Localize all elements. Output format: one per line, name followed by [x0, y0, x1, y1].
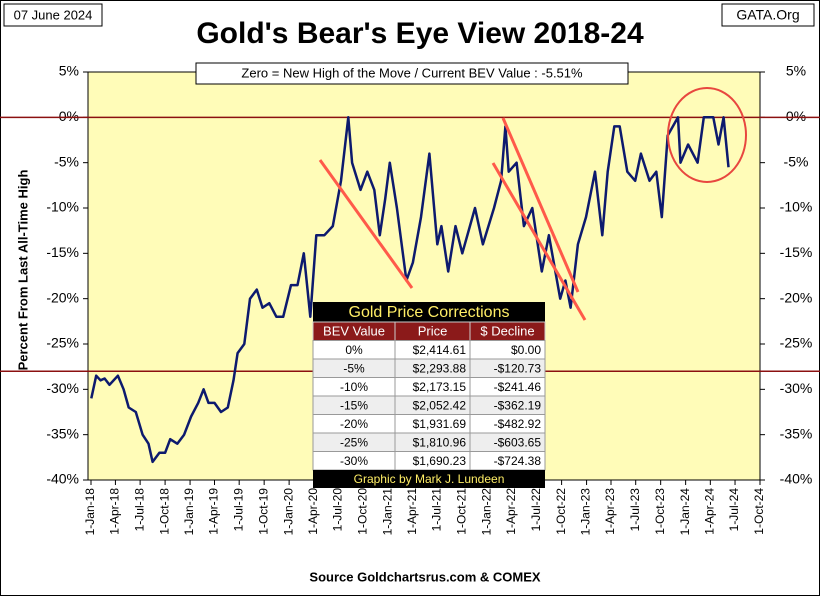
- date-note: 07 June 2024: [14, 7, 93, 22]
- x-tick-label: 1-Oct-20: [356, 488, 370, 535]
- table-title: Gold Price Corrections: [349, 304, 510, 321]
- table-footer: Graphic by Mark J. Lundeen: [354, 472, 505, 486]
- highlight-circle: [667, 87, 747, 183]
- source-note: GATA.Org: [736, 7, 799, 23]
- x-tick-label: 1-Jan-23: [579, 488, 593, 536]
- x-tick-label: 1-Jul-23: [628, 488, 642, 532]
- trend-line: [491, 162, 587, 321]
- y-tick-label-right: 5%: [786, 63, 806, 79]
- y-tick-label: -40%: [46, 471, 79, 487]
- chart-title: Gold's Bear's Eye View 2018-24: [196, 17, 644, 50]
- y-tick-label-right: -25%: [780, 335, 813, 351]
- table-cell-text: $1,810.96: [413, 435, 467, 449]
- y-tick-label: -25%: [46, 335, 79, 351]
- table-cell-text: -$241.46: [494, 380, 542, 394]
- table-cell-text: -25%: [340, 435, 368, 449]
- data-line: [90, 116, 730, 464]
- table-cell-text: -$724.38: [494, 454, 542, 468]
- x-tick-label: 1-Jan-19: [182, 488, 196, 536]
- table-cell-text: -10%: [340, 380, 368, 394]
- table-cell-text: -$120.73: [494, 361, 542, 375]
- y-axis-label: Percent From Last All-Time High: [15, 170, 30, 371]
- trend-line: [501, 117, 580, 293]
- table-header: $ Decline: [480, 324, 534, 339]
- x-tick-label: 1-Oct-24: [752, 488, 766, 535]
- x-tick-label: 1-Apr-24: [703, 488, 717, 535]
- y-tick-label-right: -35%: [780, 425, 813, 441]
- y-tick-label-right: 0%: [786, 108, 806, 124]
- x-tick-label: 1-Apr-22: [504, 488, 518, 535]
- x-tick-label: 1-Apr-23: [603, 488, 617, 535]
- x-tick-label: 1-Apr-20: [306, 488, 320, 535]
- y-tick-label: -35%: [46, 425, 79, 441]
- x-tick-label: 1-Jul-18: [132, 488, 146, 532]
- table-cell-text: -30%: [340, 454, 368, 468]
- table-title-bg: [313, 302, 545, 322]
- y-tick-label-right: -40%: [780, 471, 813, 487]
- table-cell-text: -$603.65: [494, 435, 542, 449]
- table-cell-text: -$482.92: [494, 417, 542, 431]
- x-tick-label: 1-Jan-22: [480, 488, 494, 536]
- y-tick-label-right: -20%: [780, 289, 813, 305]
- table-cell-text: $0.00: [511, 343, 541, 357]
- x-tick-label: 1-Apr-18: [108, 488, 122, 535]
- annotation-box: [195, 62, 629, 85]
- table-cell-text: $2,173.15: [413, 380, 467, 394]
- y-tick-label-right: -30%: [780, 380, 813, 396]
- table-header: Price: [418, 324, 448, 339]
- source-box: [721, 3, 815, 27]
- x-axis-label: Source Goldchartsrus.com & COMEX: [309, 569, 540, 584]
- x-tick-label: 1-Jan-21: [381, 488, 395, 536]
- x-tick-label: 1-Jan-18: [83, 488, 97, 536]
- y-tick-label: 0%: [59, 108, 79, 124]
- x-tick-label: 1-Apr-19: [207, 488, 221, 535]
- x-tick-label: 1-Oct-23: [653, 488, 667, 535]
- x-tick-label: 1-Oct-19: [256, 488, 270, 535]
- y-tick-label: -20%: [46, 289, 79, 305]
- x-tick-label: 1-Oct-21: [455, 488, 469, 535]
- table-cell-text: $1,931.69: [413, 417, 467, 431]
- x-tick-label: 1-Jan-20: [281, 488, 295, 536]
- y-tick-label: -30%: [46, 380, 79, 396]
- y-tick-label: -15%: [46, 244, 79, 260]
- table-cell-text: $1,690.23: [413, 454, 467, 468]
- x-tick-label: 1-Jul-24: [727, 488, 741, 532]
- y-tick-label-right: -5%: [784, 153, 809, 169]
- annotation: Zero = New High of the Move / Current BE…: [241, 65, 583, 80]
- table-header: BEV Value: [323, 324, 385, 339]
- table-cell-text: -15%: [340, 398, 368, 412]
- x-tick-label: 1-Jul-20: [331, 488, 345, 532]
- date-box: [3, 3, 103, 27]
- table-cell-text: 0%: [345, 343, 363, 357]
- table-cell-text: -5%: [343, 361, 365, 375]
- trend-line: [318, 159, 414, 289]
- table-cell-text: $2,293.88: [413, 361, 467, 375]
- y-tick-label-right: -10%: [780, 199, 813, 215]
- x-tick-label: 1-Apr-21: [405, 488, 419, 535]
- y-tick-label: -10%: [46, 199, 79, 215]
- table-cell-text: -$362.19: [494, 398, 542, 412]
- y-tick-label-right: -15%: [780, 244, 813, 260]
- x-tick-label: 1-Jan-24: [678, 488, 692, 536]
- table-cell-text: -20%: [340, 417, 368, 431]
- x-tick-label: 1-Oct-18: [157, 488, 171, 535]
- y-tick-label: 5%: [59, 63, 79, 79]
- y-tick-label: -5%: [54, 153, 79, 169]
- table-cell-text: $2,052.42: [413, 398, 467, 412]
- table-cell-text: $2,414.61: [413, 343, 467, 357]
- table-footer-bg: [313, 470, 545, 488]
- x-tick-label: 1-Oct-22: [554, 488, 568, 535]
- x-tick-label: 1-Jul-21: [430, 488, 444, 532]
- x-tick-label: 1-Jul-19: [231, 488, 245, 532]
- x-tick-label: 1-Jul-22: [529, 488, 543, 532]
